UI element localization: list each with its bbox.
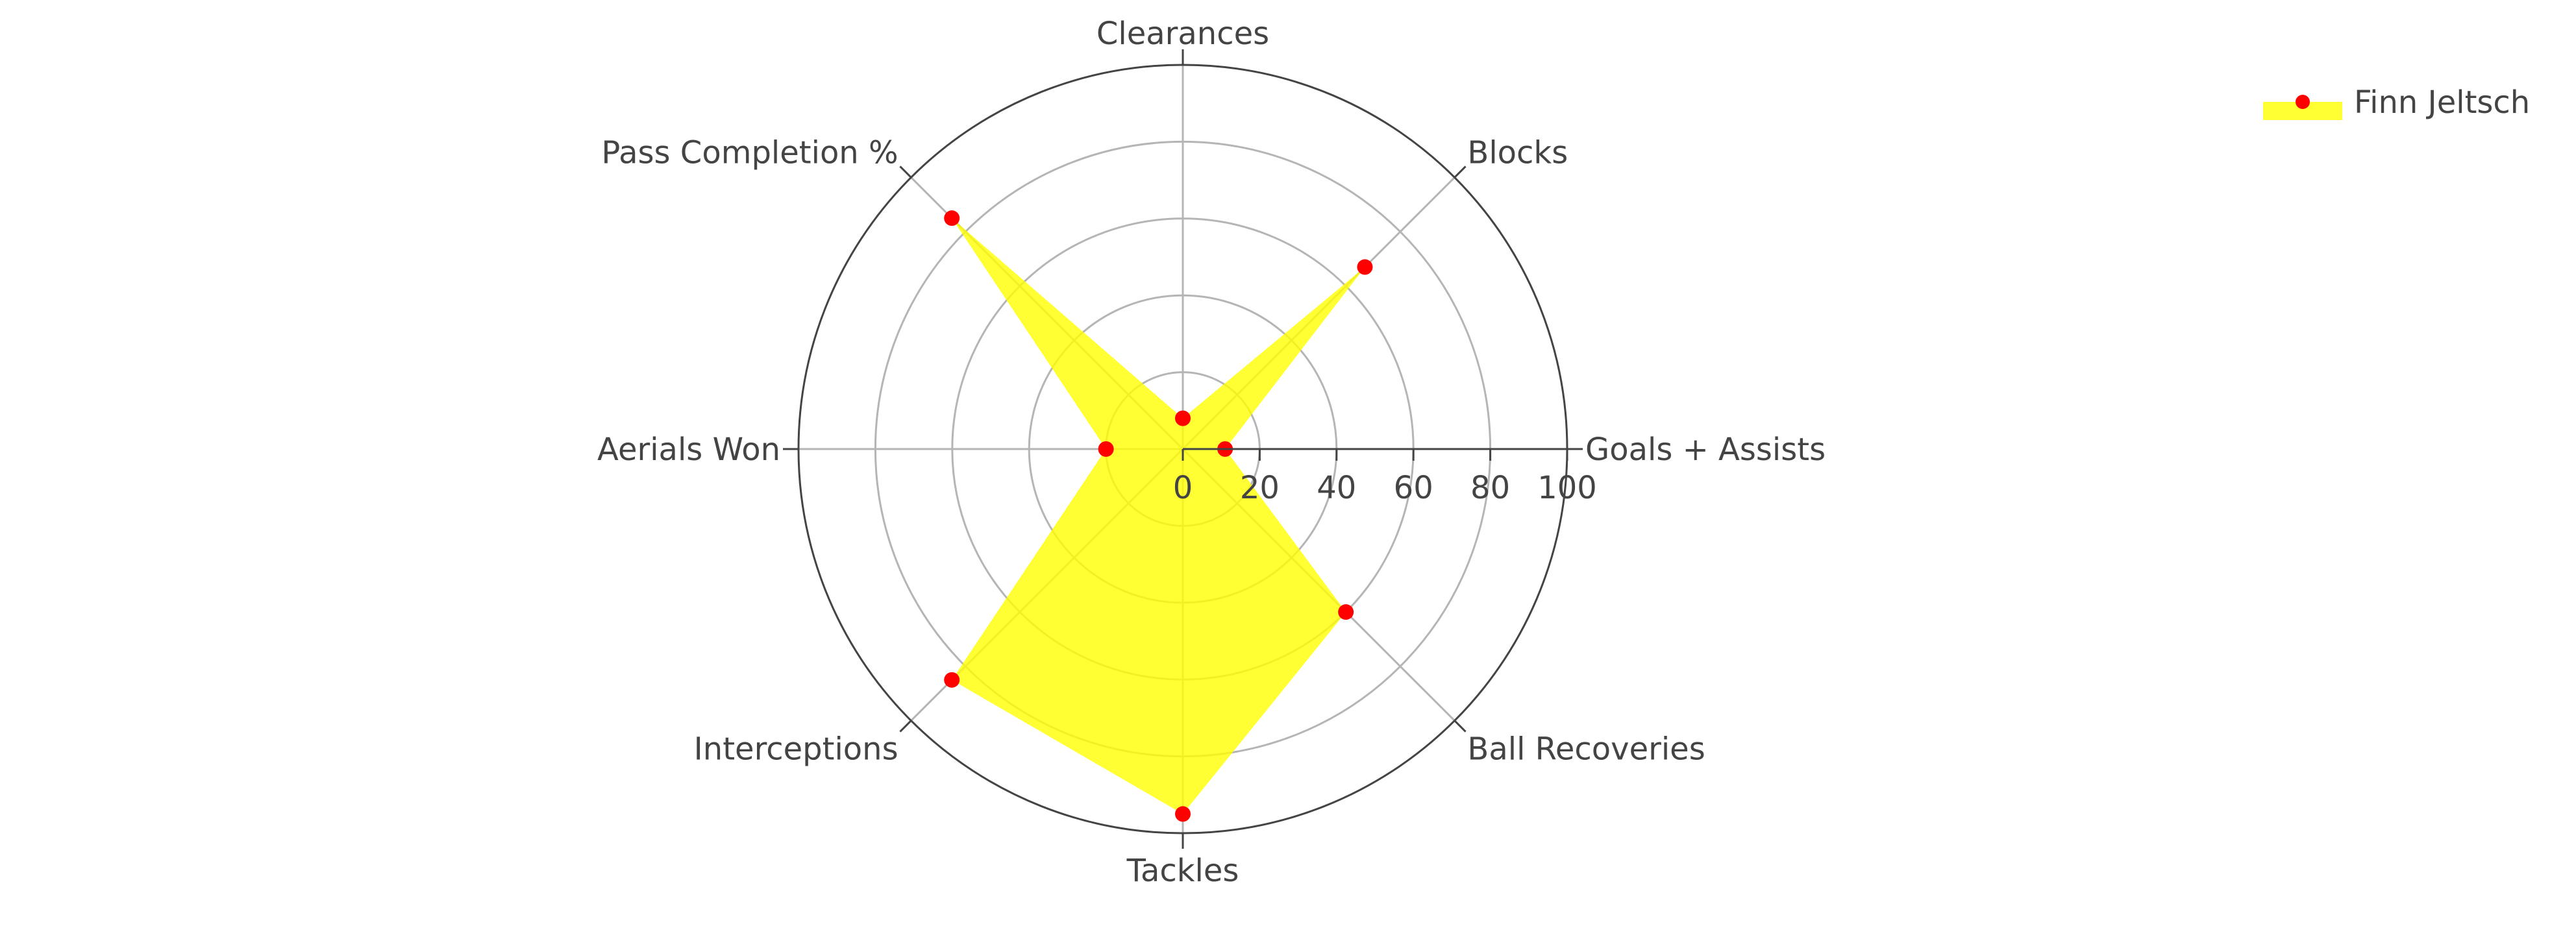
series-area-0 — [952, 218, 1365, 814]
radial-tick-label-100: 100 — [1537, 470, 1597, 506]
category-label-3: Pass Completion % — [601, 135, 898, 171]
radial-tick-label-80: 80 — [1470, 470, 1510, 506]
radial-tick-label-60: 60 — [1394, 470, 1433, 506]
data-layer — [944, 210, 1373, 822]
category-label-5: Interceptions — [694, 731, 898, 767]
category-label-2: Clearances — [1096, 16, 1269, 52]
category-label-0: Goals + Assists — [1585, 432, 1826, 468]
legend[interactable]: Finn Jeltsch — [2263, 84, 2530, 121]
axis-layer — [783, 49, 1583, 849]
data-point-2[interactable] — [1175, 410, 1191, 426]
radial-tick-label-0: 0 — [1173, 470, 1193, 506]
legend-label-finn-jeltsch: Finn Jeltsch — [2354, 84, 2530, 121]
angular-tick-3 — [899, 165, 912, 178]
data-point-3[interactable] — [944, 210, 960, 226]
angular-tick-5 — [899, 720, 912, 733]
angular-tick-1 — [1454, 165, 1467, 178]
angular-tick-7 — [1454, 720, 1467, 733]
category-label-4: Aerials Won — [597, 432, 780, 468]
radial-tick-label-20: 20 — [1240, 470, 1280, 506]
category-label-7: Ball Recoveries — [1467, 731, 1705, 767]
data-point-1[interactable] — [1357, 259, 1373, 275]
data-point-4[interactable] — [1098, 441, 1114, 457]
legend-marker — [2296, 95, 2310, 109]
category-label-6: Tackles — [1126, 853, 1239, 889]
radial-tick-label-40: 40 — [1317, 470, 1356, 506]
data-point-6[interactable] — [1175, 806, 1191, 822]
category-label-1: Blocks — [1467, 135, 1568, 171]
data-point-5[interactable] — [944, 672, 960, 688]
data-point-7[interactable] — [1338, 604, 1354, 620]
